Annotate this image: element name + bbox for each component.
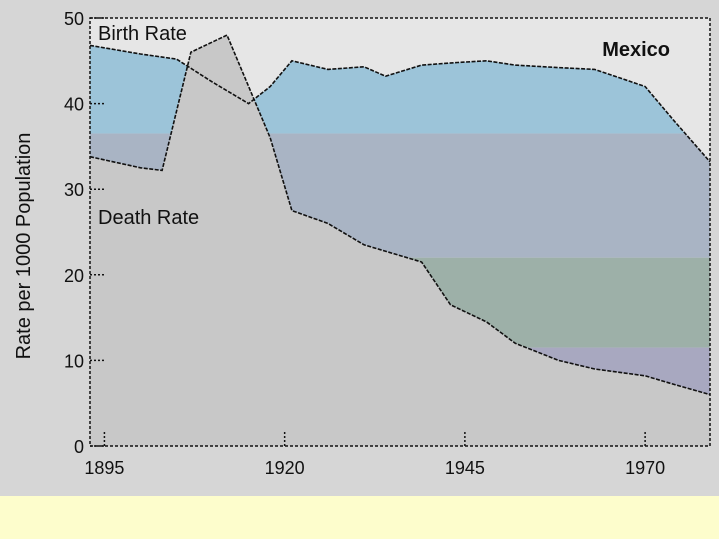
area-above-birth xyxy=(90,18,710,162)
series-label-death-rate: Death Rate xyxy=(98,207,199,229)
area-fills xyxy=(90,18,710,446)
y-tick-label: 40 xyxy=(64,95,84,115)
y-tick-label: 30 xyxy=(64,180,84,200)
plot-frame xyxy=(89,17,711,447)
area-below-death xyxy=(90,35,710,446)
series-line-death-rate xyxy=(89,34,711,396)
x-tick-label: 1970 xyxy=(625,458,665,478)
caption-band xyxy=(0,496,719,539)
chart-title: Mexico xyxy=(602,39,670,61)
axes: 0 10 20 30 40 50 1895 1920 1945 1970 xyxy=(64,9,665,478)
x-tick-label: 1895 xyxy=(84,458,124,478)
y-tick-label: 10 xyxy=(64,351,84,371)
series-line-birth-rate xyxy=(89,44,711,163)
y-tick-label: 0 xyxy=(74,437,84,457)
x-tick-label: 1920 xyxy=(265,458,305,478)
series-lines xyxy=(89,34,711,396)
y-tick-label: 20 xyxy=(64,266,84,286)
series-label-birth-rate: Birth Rate xyxy=(98,23,187,45)
y-axis-label: Rate per 1000 Population xyxy=(13,133,35,360)
y-tick-label: 50 xyxy=(64,9,84,29)
chart-svg: 0 10 20 30 40 50 1895 1920 1945 1970 Mexico Birth… xyxy=(13,9,711,478)
x-tick-label: 1945 xyxy=(445,458,485,478)
